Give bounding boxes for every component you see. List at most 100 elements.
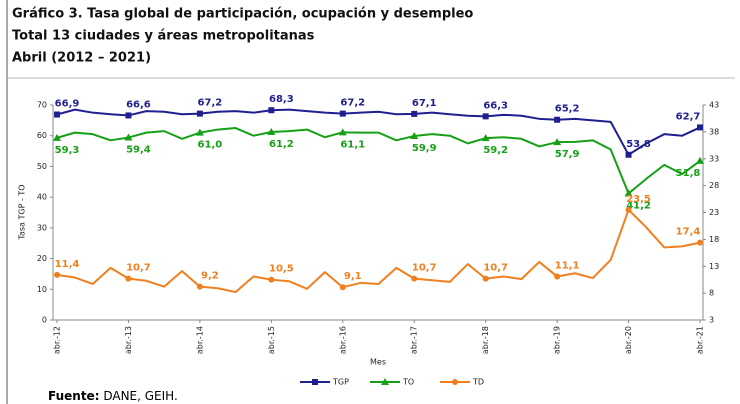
data-point xyxy=(553,138,562,146)
x-tick-label: abr.-16 xyxy=(338,326,347,354)
series-line xyxy=(56,208,701,294)
x-tick-label: abr.-17 xyxy=(410,326,419,354)
y-tick-label: 50 xyxy=(37,162,47,171)
y-tick-label: 10 xyxy=(37,285,47,294)
data-label: 65,2 xyxy=(555,104,580,115)
y2-tick-label: 28 xyxy=(709,181,719,190)
y-tick-label: 40 xyxy=(37,193,47,202)
data-label: 23,5 xyxy=(626,194,651,205)
data-point xyxy=(411,275,418,282)
data-point xyxy=(482,113,489,120)
source: Fuente: DANE, GEIH. xyxy=(48,389,178,403)
y2-tick-label: 18 xyxy=(709,235,719,244)
y-axis-label: Tasa TGP - TO xyxy=(18,184,27,240)
data-label: 11,1 xyxy=(555,260,580,271)
data-point xyxy=(554,273,561,280)
legend-label: TO xyxy=(402,378,414,387)
y-tick-label: 0 xyxy=(42,316,47,325)
data-point xyxy=(54,271,60,278)
data-label: 68,3 xyxy=(269,94,294,105)
data-label: 17,4 xyxy=(676,227,701,238)
x-tick-label: abr.-13 xyxy=(124,326,133,354)
data-point xyxy=(482,275,489,282)
chart-subtitle: Total 13 ciudades y áreas metropolitanas xyxy=(12,29,315,44)
data-point xyxy=(54,111,60,118)
data-label: 66,9 xyxy=(55,99,80,110)
legend-label: TGP xyxy=(332,378,349,387)
data-label: 61,1 xyxy=(340,139,365,150)
data-point xyxy=(267,128,276,136)
data-point xyxy=(697,239,703,246)
data-point xyxy=(625,151,632,158)
data-label: 67,1 xyxy=(412,98,437,109)
data-point xyxy=(410,132,419,140)
x-tick-label: abr.-15 xyxy=(267,326,276,354)
series-line xyxy=(56,127,701,195)
data-point xyxy=(125,275,132,282)
data-label: 59,3 xyxy=(55,145,80,156)
data-label: 66,3 xyxy=(483,100,508,111)
data-label: 59,4 xyxy=(126,145,151,156)
data-point xyxy=(624,189,633,197)
y2-tick-label: 3 xyxy=(709,316,714,325)
x-tick-label: abr.-18 xyxy=(481,326,490,354)
data-label: 61,0 xyxy=(198,140,223,151)
data-point xyxy=(554,116,561,123)
x-tick-label: abr.-19 xyxy=(553,326,562,354)
data-label: 9,1 xyxy=(344,271,362,282)
chart-title: Gráfico 3. Tasa global de participación,… xyxy=(12,7,473,22)
source-label: Fuente: xyxy=(48,389,100,403)
data-label: 10,5 xyxy=(269,264,294,275)
y2-tick-label: 23 xyxy=(709,208,719,217)
data-label: 66,6 xyxy=(126,99,151,110)
y-tick-label: 20 xyxy=(37,254,47,263)
data-point xyxy=(268,107,275,114)
data-label: 10,7 xyxy=(412,263,437,274)
x-tick-label: abr.-12 xyxy=(53,326,62,354)
data-label: 53,8 xyxy=(626,139,651,150)
y2-tick-label: 33 xyxy=(709,154,719,163)
data-point xyxy=(625,206,632,213)
data-point xyxy=(338,128,347,136)
data-label: 61,2 xyxy=(269,139,294,150)
data-point xyxy=(53,133,61,141)
data-label: 10,7 xyxy=(483,263,508,274)
x-tick-label: abr.-21 xyxy=(696,326,705,354)
data-point xyxy=(411,110,418,117)
data-label: 9,2 xyxy=(201,271,219,282)
x-axis-label: Mes xyxy=(370,358,386,367)
data-point xyxy=(481,134,490,142)
legend-marker xyxy=(312,379,318,385)
data-point xyxy=(124,133,133,141)
x-tick-label: abr.-20 xyxy=(624,326,633,354)
data-label: 67,2 xyxy=(198,98,223,109)
data-point xyxy=(195,128,204,136)
data-label: 59,2 xyxy=(483,145,508,156)
legend-marker xyxy=(381,378,389,385)
y2-tick-label: 38 xyxy=(709,127,719,136)
y2-tick-label: 43 xyxy=(709,101,719,110)
data-label: 67,2 xyxy=(340,98,365,109)
data-label: 10,7 xyxy=(126,263,151,274)
source-text: DANE, GEIH. xyxy=(103,389,177,403)
data-point xyxy=(696,156,704,164)
data-label: 41,2 xyxy=(626,200,651,211)
data-point xyxy=(268,276,275,283)
y-tick-label: 70 xyxy=(37,101,47,110)
data-point xyxy=(697,124,703,131)
y-tick-label: 60 xyxy=(37,131,47,140)
x-tick-label: abr.-14 xyxy=(195,326,204,354)
data-point xyxy=(125,112,132,119)
y2-tick-label: 8 xyxy=(709,289,714,298)
data-label: 57,9 xyxy=(555,149,580,160)
data-point xyxy=(339,284,346,291)
data-label: 11,4 xyxy=(55,259,80,270)
data-point xyxy=(196,110,203,117)
data-point xyxy=(196,283,203,290)
y2-tick-label: 13 xyxy=(709,262,719,271)
series-line xyxy=(56,108,701,156)
y-tick-label: 30 xyxy=(37,223,47,232)
legend-marker xyxy=(452,379,458,385)
data-label: 51,8 xyxy=(676,168,701,179)
